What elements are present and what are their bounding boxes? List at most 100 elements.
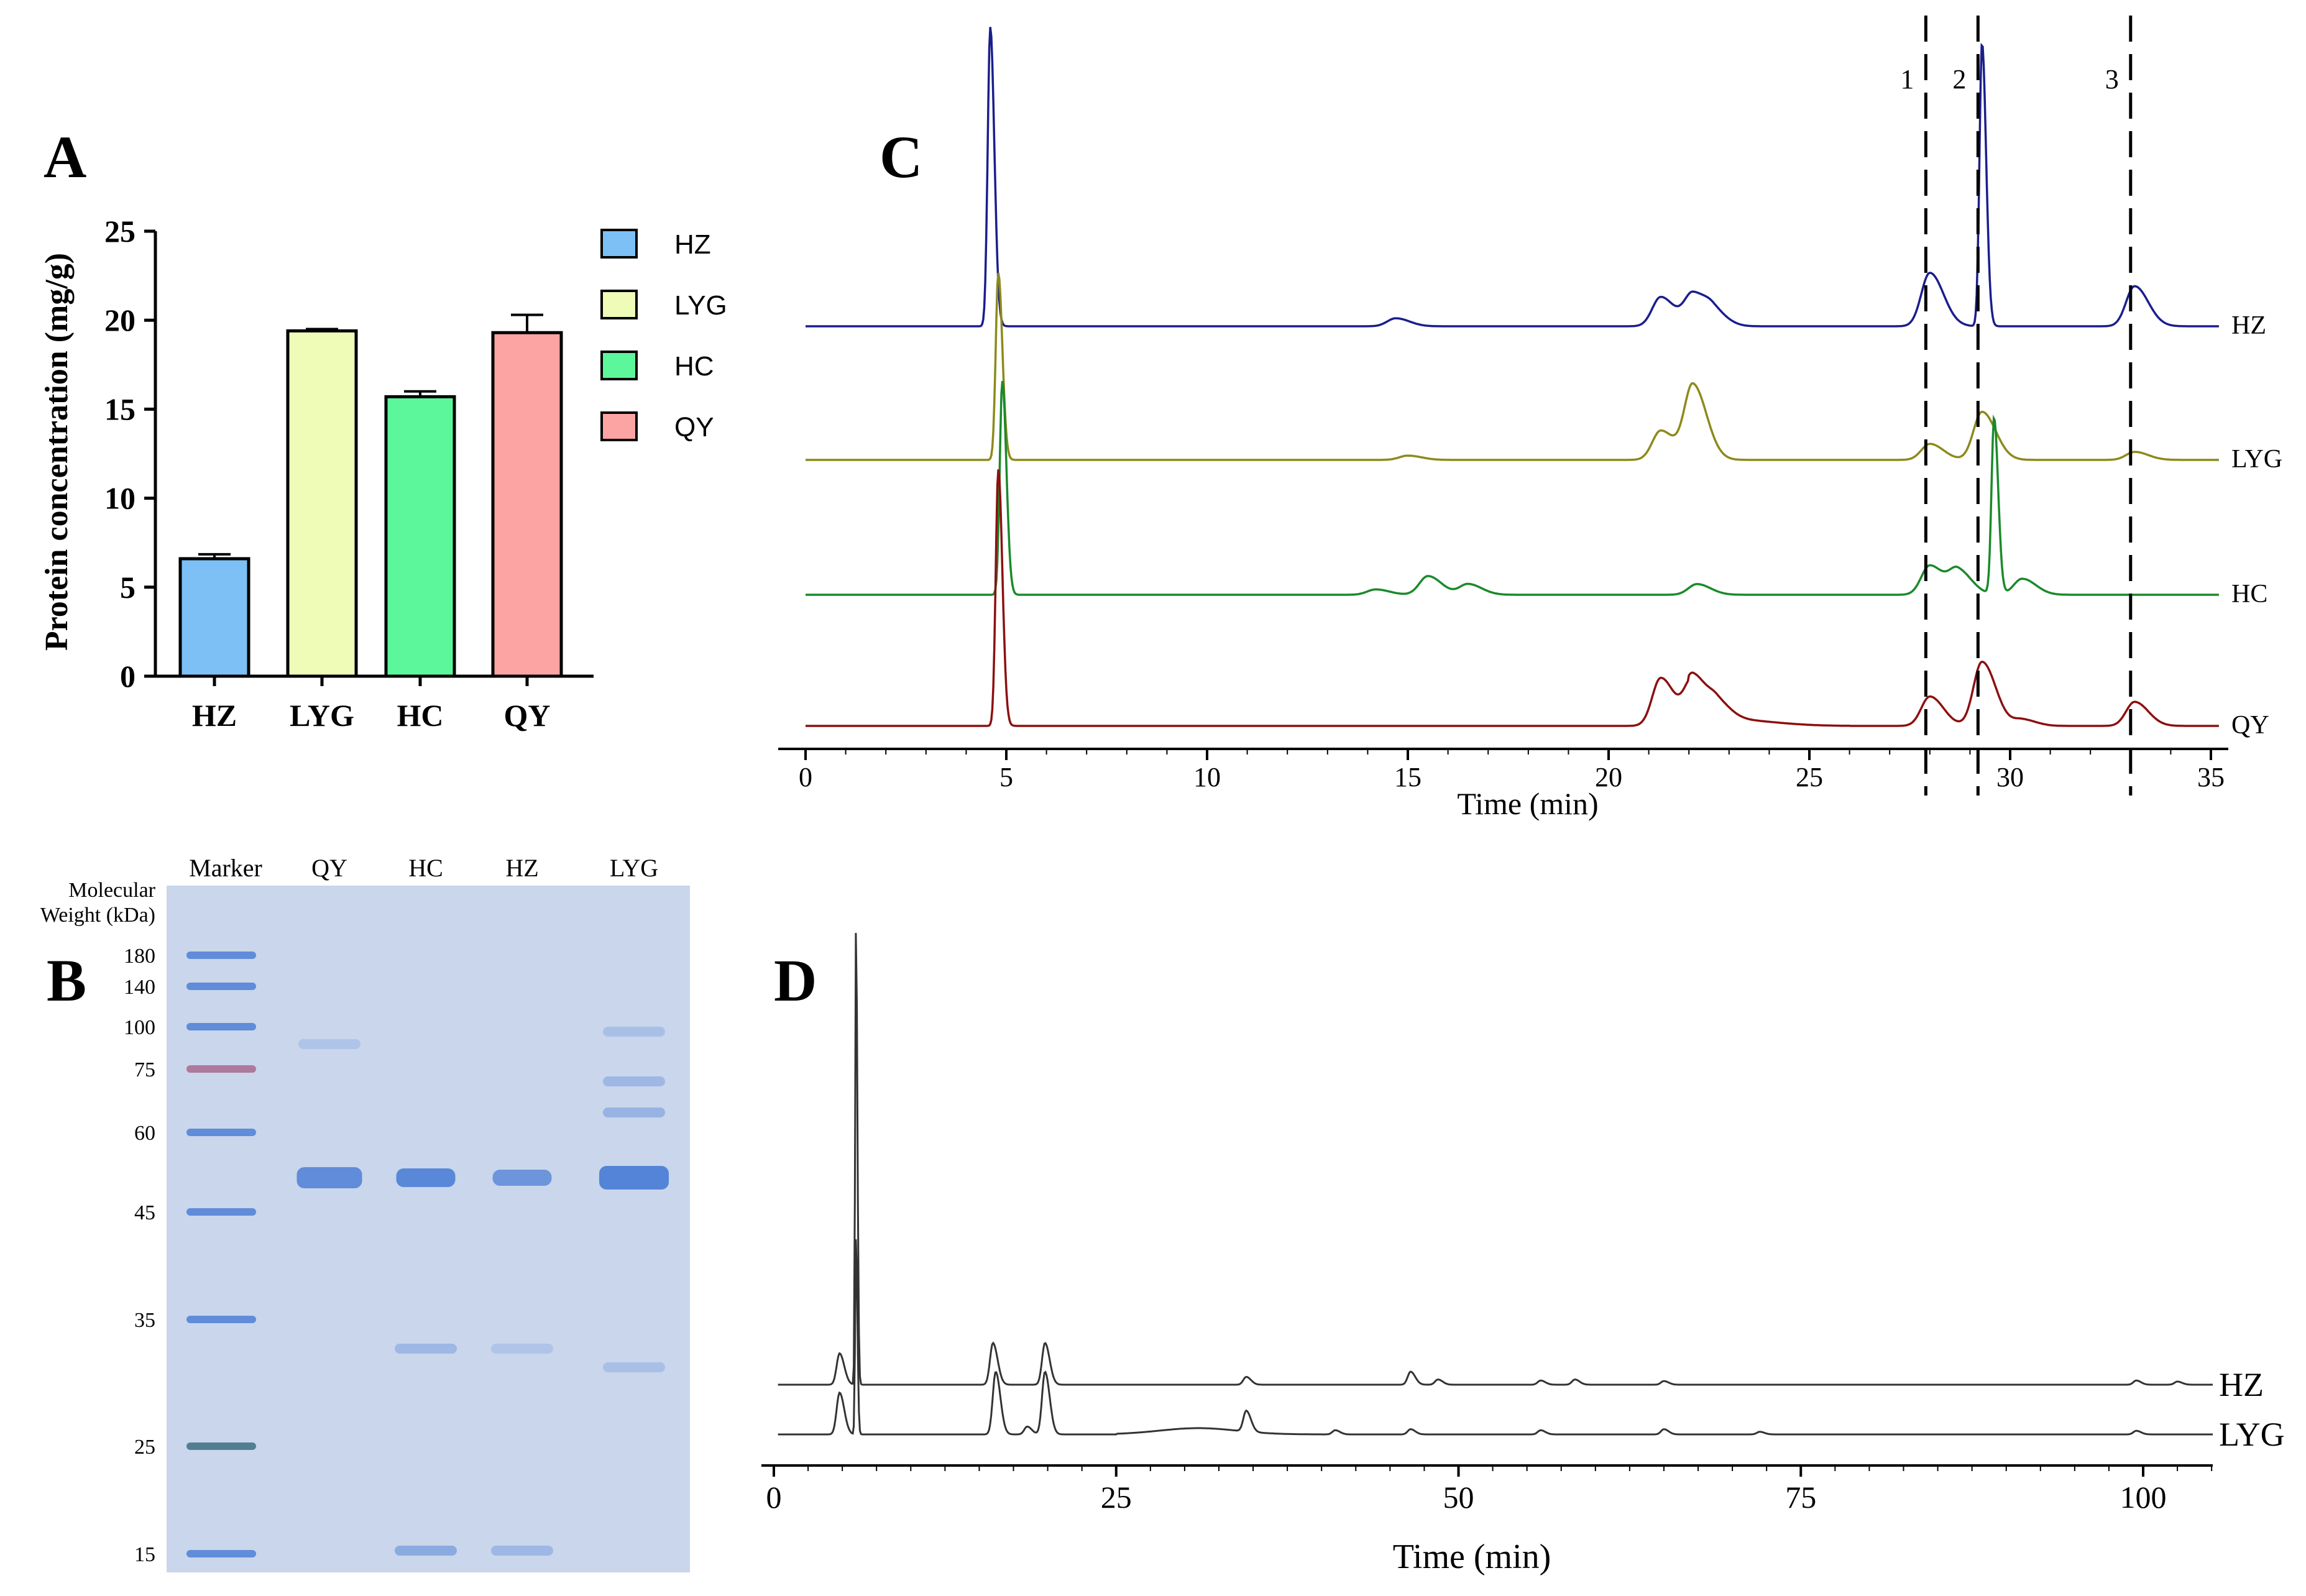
- gel-mw-label: 15: [134, 1543, 155, 1566]
- gel-lane-label-qy: QY: [311, 854, 347, 882]
- panel-letter-d: D: [774, 947, 817, 1014]
- bar-hc: [384, 395, 456, 678]
- faint-band: [395, 1344, 457, 1354]
- x-tick-label: 75: [1785, 1480, 1816, 1515]
- x-tick-label-lyg: LYG: [290, 698, 354, 733]
- gel-mw-title-line2: Weight (kDa): [40, 904, 155, 927]
- x-tick-label: 10: [1193, 762, 1221, 792]
- trace-hz: [778, 933, 2213, 1386]
- trace-lyg: [778, 1239, 2213, 1436]
- x-tick-label: 0: [766, 1480, 782, 1515]
- panel-b: B Molecular Weight (kDa) Marker QY HC HZ LYG…: [40, 854, 690, 1572]
- sample-band-hz: [492, 1170, 552, 1186]
- panel-d-x-axis-title: Time (min): [1393, 1538, 1551, 1576]
- panel-a-legend: HZ LYG HC QY: [600, 229, 727, 443]
- gel-lane-label-hz: HZ: [505, 854, 538, 882]
- bar-hz: [178, 557, 250, 678]
- trace-label-hz: HZ: [2231, 311, 2266, 340]
- panel-c-marker-lines: 1 2 3: [1900, 16, 2133, 796]
- gel-mw-labels: 180 140 100 75 60 45 35 25 15: [124, 945, 155, 1566]
- y-tick-label: 0: [120, 659, 136, 694]
- gel-mw-label: 180: [124, 945, 155, 968]
- gel-image: [167, 886, 690, 1572]
- marker-label-3: 3: [2105, 64, 2119, 94]
- panel-a-axes: 0 5 10 15 20 25 HZ LYG HC QY: [104, 214, 594, 733]
- faint-band: [298, 1039, 361, 1049]
- gel-lane-label-lyg: LYG: [610, 854, 658, 882]
- trace-label-lyg: LYG: [2231, 445, 2282, 474]
- x-tick-label: 25: [1101, 1480, 1132, 1515]
- marker-band: [186, 1065, 256, 1073]
- marker-band: [186, 1550, 256, 1557]
- faint-band: [603, 1027, 665, 1037]
- gel-bands: [186, 952, 669, 1557]
- gel-lane-label-hc: HC: [408, 854, 443, 882]
- gel-mw-label: 75: [134, 1058, 155, 1081]
- y-tick-label: 15: [104, 392, 136, 426]
- gel-mw-label: 35: [134, 1309, 155, 1332]
- panel-d-trace-labels: HZ LYG: [2219, 1366, 2285, 1453]
- y-tick-label: 5: [120, 570, 136, 605]
- legend-label-qy: QY: [674, 412, 714, 443]
- y-tick-label: 20: [104, 303, 136, 337]
- y-tick-label: 25: [104, 214, 136, 249]
- faint-band: [491, 1546, 553, 1556]
- marker-band: [186, 983, 256, 990]
- x-tick-label: 25: [1796, 762, 1823, 792]
- x-tick-label: 35: [2197, 762, 2225, 792]
- panel-c: C 0 5 10 15 20 25 30 35 1 2 3 HZ LYG HC QY Time (min…: [778, 16, 2282, 821]
- panel-c-trace-labels: HZ LYG HC QY: [2231, 311, 2282, 740]
- panel-c-traces: [806, 27, 2219, 727]
- x-tick-label: 30: [1996, 762, 2024, 792]
- sample-band-hc: [396, 1168, 456, 1187]
- marker-band: [186, 1129, 256, 1136]
- sample-band-lyg: [599, 1166, 669, 1190]
- legend-label-hc: HC: [674, 351, 714, 382]
- marker-band: [186, 1208, 256, 1216]
- legend-label-lyg: LYG: [674, 290, 727, 321]
- panel-letter-c: C: [880, 124, 922, 190]
- faint-band: [491, 1344, 553, 1354]
- faint-band: [603, 1108, 665, 1117]
- marker-band: [186, 952, 256, 959]
- x-tick-label: 5: [999, 762, 1013, 792]
- trace-qy: [806, 469, 2219, 727]
- sample-band-qy: [296, 1167, 362, 1188]
- legend-label-hz: HZ: [674, 229, 711, 260]
- panel-a-bars: [178, 313, 563, 678]
- faint-band: [603, 1076, 665, 1086]
- trace-hz: [806, 27, 2219, 328]
- x-tick-label: 50: [1443, 1480, 1474, 1515]
- panel-d-traces: [778, 933, 2213, 1436]
- panel-a: A 0 5 10 15 20 25 HZ LYG HC QY HZ LYG HC QY Protein …: [39, 124, 727, 733]
- x-tick-label-qy: QY: [504, 698, 551, 733]
- marker-band: [186, 1442, 256, 1450]
- gel-lane-label-marker: Marker: [189, 854, 262, 882]
- gel-mw-label: 100: [124, 1016, 155, 1039]
- gel-mw-label: 45: [134, 1201, 155, 1224]
- trace-label-hz: HZ: [2219, 1366, 2264, 1403]
- panel-d: D 0 25 50 75 100 HZ LYG Time (min): [761, 933, 2285, 1576]
- x-tick-label: 100: [2120, 1480, 2167, 1515]
- gel-mw-label: 25: [134, 1436, 155, 1459]
- gel-mw-title-line1: Molecular: [68, 879, 155, 902]
- x-tick-label: 20: [1595, 762, 1622, 792]
- marker-label-1: 1: [1900, 64, 1914, 94]
- trace-label-hc: HC: [2231, 580, 2267, 608]
- bar-lyg: [286, 329, 358, 678]
- panel-d-x-axis: 0 25 50 75 100: [761, 1464, 2213, 1515]
- panel-c-x-axis-title: Time (min): [1457, 786, 1598, 821]
- panel-letter-b: B: [47, 947, 86, 1014]
- panel-a-y-axis-title: Protein concentration (mg/g): [39, 253, 75, 651]
- x-tick-label: 0: [799, 762, 812, 792]
- gel-mw-label: 140: [124, 976, 155, 999]
- x-tick-label: 15: [1394, 762, 1422, 792]
- trace-label-qy: QY: [2231, 711, 2269, 740]
- marker-band: [186, 1023, 256, 1030]
- panel-letter-a: A: [44, 124, 86, 190]
- trace-lyg: [806, 272, 2219, 461]
- x-tick-label-hc: HC: [397, 698, 444, 733]
- bar-qy: [491, 331, 563, 678]
- trace-label-lyg: LYG: [2219, 1416, 2285, 1453]
